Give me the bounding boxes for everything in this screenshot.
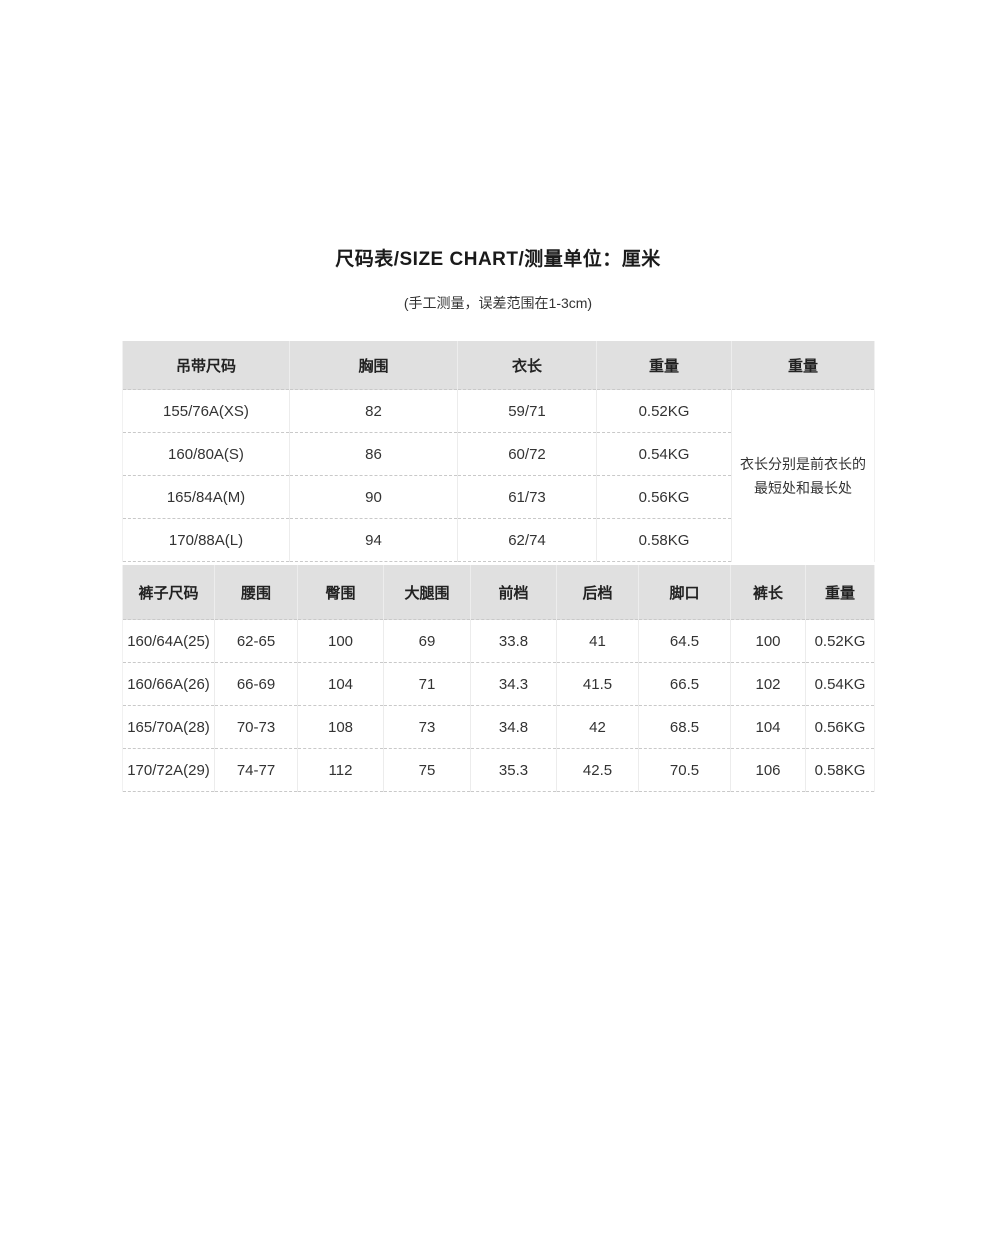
table-cell: 104 <box>730 705 806 749</box>
table-cell: 33.8 <box>470 619 557 663</box>
table-cell: 112 <box>297 748 384 792</box>
table-cell: 64.5 <box>638 619 731 663</box>
table-cell: 62/74 <box>457 518 597 562</box>
size-chart-page: 尺码表/SIZE CHART/测量单位：厘米 (手工测量，误差范围在1-3cm)… <box>122 244 875 792</box>
header-cell-leg-opening: 脚口 <box>638 565 731 620</box>
table-cell: 0.54KG <box>596 432 732 476</box>
sling-header-row: 吊带尺码 胸围 衣长 重量 重量 <box>122 341 875 390</box>
table-cell: 0.54KG <box>805 662 875 706</box>
length-note-cell: 衣长分别是前衣长的最短处和最长处 <box>731 389 875 562</box>
pants-size-table: 裤子尺码 腰围 臀围 大腿围 前档 后档 脚口 裤长 重量 160/64A(25… <box>122 565 875 792</box>
table-row: 160/64A(25) 62-65 100 69 33.8 41 64.5 10… <box>122 619 875 663</box>
pants-header-row: 裤子尺码 腰围 臀围 大腿围 前档 后档 脚口 裤长 重量 <box>122 565 875 620</box>
table-cell: 160/64A(25) <box>122 619 215 663</box>
table-row: 165/70A(28) 70-73 108 73 34.8 42 68.5 10… <box>122 705 875 749</box>
table-row: 160/66A(26) 66-69 104 71 34.3 41.5 66.5 … <box>122 662 875 706</box>
table-cell: 106 <box>730 748 806 792</box>
table-cell: 70-73 <box>214 705 298 749</box>
table-cell: 41.5 <box>556 662 639 706</box>
sling-size-table: 吊带尺码 胸围 衣长 重量 重量 155/76A(XS) 82 59/71 0.… <box>122 341 875 562</box>
table-cell: 104 <box>297 662 384 706</box>
header-cell-pants-length: 裤长 <box>730 565 806 620</box>
table-cell: 60/72 <box>457 432 597 476</box>
table-cell: 0.56KG <box>805 705 875 749</box>
table-cell: 155/76A(XS) <box>122 389 290 433</box>
table-cell: 0.52KG <box>805 619 875 663</box>
header-cell-weight-note: 重量 <box>731 341 875 390</box>
table-cell: 71 <box>383 662 471 706</box>
table-cell: 100 <box>730 619 806 663</box>
table-row: 170/72A(29) 74-77 112 75 35.3 42.5 70.5 … <box>122 748 875 792</box>
table-cell: 86 <box>289 432 458 476</box>
table-cell: 102 <box>730 662 806 706</box>
table-cell: 35.3 <box>470 748 557 792</box>
page-subtitle: (手工测量，误差范围在1-3cm) <box>403 295 593 311</box>
header-cell-bust: 胸围 <box>289 341 458 390</box>
table-cell: 94 <box>289 518 458 562</box>
header-cell-thigh: 大腿围 <box>383 565 471 620</box>
table-cell: 170/88A(L) <box>122 518 290 562</box>
table-cell: 70.5 <box>638 748 731 792</box>
table-cell: 0.52KG <box>596 389 732 433</box>
table-cell: 75 <box>383 748 471 792</box>
table-row: 165/84A(M) 90 61/73 0.56KG <box>122 475 875 519</box>
table-cell: 0.56KG <box>596 475 732 519</box>
header-cell-hip: 臀围 <box>297 565 384 620</box>
header-cell-pants-size: 裤子尺码 <box>122 565 215 620</box>
table-row: 170/88A(L) 94 62/74 0.58KG <box>122 518 875 562</box>
table-cell: 100 <box>297 619 384 663</box>
header-cell-waist: 腰围 <box>214 565 298 620</box>
header-cell-length: 衣长 <box>457 341 597 390</box>
table-cell: 66.5 <box>638 662 731 706</box>
header-cell-front-rise: 前档 <box>470 565 557 620</box>
table-cell: 62-65 <box>214 619 298 663</box>
table-row: 160/80A(S) 86 60/72 0.54KG <box>122 432 875 476</box>
table-cell: 108 <box>297 705 384 749</box>
table-cell: 82 <box>289 389 458 433</box>
table-cell: 34.3 <box>470 662 557 706</box>
table-row: 155/76A(XS) 82 59/71 0.52KG 衣长分别是前衣长的最短处… <box>122 389 875 562</box>
table-cell: 42.5 <box>556 748 639 792</box>
table-cell: 59/71 <box>457 389 597 433</box>
table-cell: 0.58KG <box>596 518 732 562</box>
table-cell: 61/73 <box>457 475 597 519</box>
table-cell: 41 <box>556 619 639 663</box>
header-cell-sling-size: 吊带尺码 <box>122 341 290 390</box>
table-cell: 165/70A(28) <box>122 705 215 749</box>
table-cell: 69 <box>383 619 471 663</box>
header-cell-weight: 重量 <box>805 565 875 620</box>
table-cell: 42 <box>556 705 639 749</box>
header-cell-weight: 重量 <box>596 341 732 390</box>
table-cell: 170/72A(29) <box>122 748 215 792</box>
table-cell: 74-77 <box>214 748 298 792</box>
table-cell: 165/84A(M) <box>122 475 290 519</box>
table-cell: 68.5 <box>638 705 731 749</box>
table-cell: 73 <box>383 705 471 749</box>
header-cell-back-rise: 后档 <box>556 565 639 620</box>
table-cell: 90 <box>289 475 458 519</box>
table-cell: 160/66A(26) <box>122 662 215 706</box>
table-cell: 160/80A(S) <box>122 432 290 476</box>
page-title: 尺码表/SIZE CHART/测量单位：厘米 <box>335 249 661 270</box>
table-cell: 0.58KG <box>805 748 875 792</box>
table-cell: 34.8 <box>470 705 557 749</box>
table-cell: 66-69 <box>214 662 298 706</box>
